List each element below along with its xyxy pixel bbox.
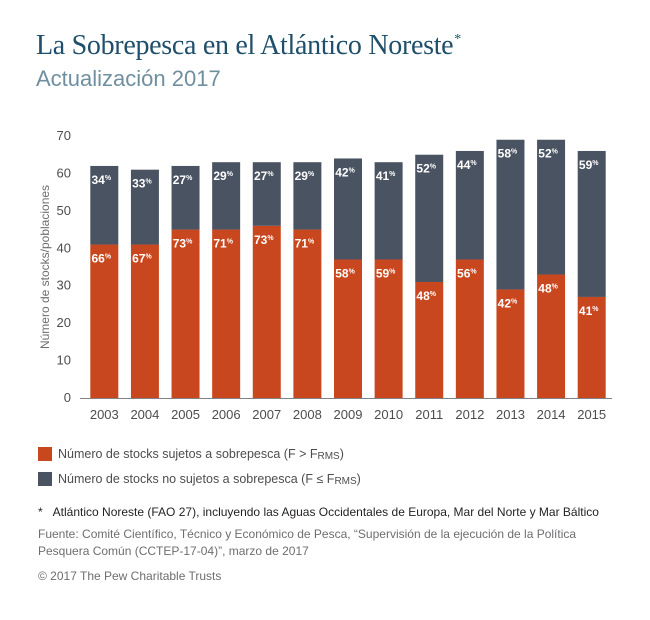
- bar-value-percent: %: [186, 239, 193, 246]
- bar-value-percent: %: [267, 235, 274, 242]
- bar-overfished: [455, 259, 484, 398]
- bar-not-overfished: [537, 139, 566, 275]
- y-tick-label: 30: [57, 278, 71, 293]
- legend-label-not-overfished: Número de stocks no sujetos a sobrepesca…: [58, 472, 335, 486]
- bar-value-percent: %: [227, 171, 234, 178]
- chart-title: La Sobrepesca en el Atlántico Noreste*: [36, 30, 461, 61]
- bar-value-percent: %: [267, 171, 274, 178]
- bar-not-overfished: [90, 165, 119, 245]
- bar-overfished: [212, 229, 241, 398]
- bar-not-overfished: [334, 158, 362, 260]
- y-tick-label: 20: [57, 315, 71, 330]
- bar-overfished: [334, 259, 362, 398]
- legend-item-overfished: Número de stocks sujetos a sobrepesca (F…: [38, 447, 344, 462]
- x-tick-label: 2008: [293, 407, 322, 422]
- bar-overfished: [171, 229, 200, 398]
- bar-value-percent: %: [349, 167, 356, 174]
- bar-not-overfished: [293, 162, 322, 230]
- bar-value-percent: %: [430, 291, 437, 298]
- y-tick-label: 60: [57, 165, 71, 180]
- footnote-text: Atlántico Noreste (FAO 27), incluyendo l…: [52, 505, 599, 519]
- bar-overfished: [496, 289, 525, 398]
- x-tick-label: 2013: [496, 407, 525, 422]
- footnote-mark: *: [38, 505, 43, 519]
- bar-value-percent: %: [389, 171, 396, 178]
- y-tick-label: 0: [64, 390, 71, 405]
- footnote: * Atlántico Noreste (FAO 27), incluyendo …: [38, 505, 599, 519]
- bar-not-overfished: [577, 150, 606, 297]
- bar-value-percent: %: [430, 164, 437, 171]
- bar-value-percent: %: [105, 175, 112, 182]
- bar-not-overfished: [455, 150, 484, 260]
- bar-not-overfished: [496, 139, 525, 290]
- bar-not-overfished: [130, 169, 159, 245]
- y-tick-label: 10: [57, 353, 71, 368]
- bar-value-percent: %: [511, 149, 518, 156]
- x-tick-label: 2004: [130, 407, 159, 422]
- bar-value-percent: %: [308, 171, 315, 178]
- bar-not-overfished: [171, 165, 200, 230]
- title-footnote-mark: *: [454, 32, 461, 47]
- bar-value-percent: %: [389, 269, 396, 276]
- x-tick-label: 2012: [455, 407, 484, 422]
- x-tick-label: 2007: [252, 407, 281, 422]
- bar-overfished: [252, 225, 281, 398]
- bar-value-percent: %: [552, 149, 559, 156]
- chart: Número de stocks/poblaciones 0 10 20 30 40 50 6…: [38, 128, 612, 422]
- bar-overfished: [415, 281, 444, 398]
- x-tick-label: 2010: [374, 407, 403, 422]
- y-axis-label: Número de stocks/poblaciones: [38, 185, 52, 349]
- x-tick-label: 2011: [415, 407, 443, 422]
- legend-item-not-overfished: Número de stocks no sujetos a sobrepesca…: [38, 472, 361, 487]
- bar-value-percent: %: [145, 179, 152, 186]
- bar-value-percent: %: [511, 298, 518, 305]
- bar-value-percent: %: [470, 160, 477, 167]
- y-tick-label: 50: [57, 203, 71, 218]
- bar-not-overfished: [374, 162, 403, 260]
- legend-label-overfished: Número de stocks sujetos a sobrepesca (F…: [58, 447, 318, 461]
- bar-not-overfished: [212, 162, 241, 230]
- x-tick-label: 2003: [90, 407, 119, 422]
- bar-value-percent: %: [227, 239, 234, 246]
- bar-overfished: [374, 259, 403, 398]
- y-tick-label: 40: [57, 240, 71, 255]
- bar-overfished: [293, 229, 322, 398]
- copyright-text: © 2017 The Pew Charitable Trusts: [38, 569, 222, 583]
- bar-value-percent: %: [105, 254, 112, 261]
- bar-overfished: [577, 296, 606, 398]
- source-text: Fuente: Comité Científico, Técnico y Eco…: [38, 527, 577, 558]
- bar-overfished: [90, 244, 119, 398]
- bar-not-overfished: [252, 162, 281, 226]
- x-tick-label: 2009: [334, 407, 363, 422]
- bar-value-percent: %: [308, 239, 315, 246]
- x-tick-label: 2006: [212, 407, 241, 422]
- x-tick-label: 2005: [171, 407, 200, 422]
- x-tick-label: 2014: [537, 407, 566, 422]
- bar-value-percent: %: [592, 306, 599, 313]
- legend-swatch-not-overfished: [38, 472, 52, 486]
- bar-value-percent: %: [145, 254, 152, 261]
- legend-swatch-overfished: [38, 447, 52, 461]
- bar-not-overfished: [415, 154, 444, 282]
- bar-value-percent: %: [552, 283, 559, 290]
- bar-value-percent: %: [349, 269, 356, 276]
- bar-value-percent: %: [592, 160, 599, 167]
- chart-subtitle: Actualización 2017: [36, 66, 221, 91]
- bar-value-percent: %: [470, 269, 477, 276]
- x-tick-label: 2015: [577, 407, 606, 422]
- y-tick-label: 70: [57, 128, 71, 143]
- bar-overfished: [130, 244, 159, 398]
- bar-value-percent: %: [186, 175, 193, 182]
- bar-overfished: [537, 274, 566, 398]
